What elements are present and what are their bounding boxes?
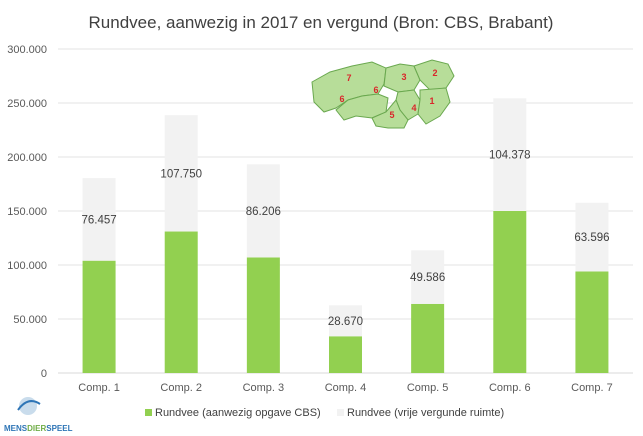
x-category-label: Comp. 2 <box>160 382 202 394</box>
map-label-6b: 6 <box>373 85 378 95</box>
bars <box>82 98 609 373</box>
x-category-label: Comp. 3 <box>243 382 285 394</box>
bar-present-3 <box>246 257 280 373</box>
data-label-4: 28.670 <box>328 316 363 328</box>
data-label-6: 104.378 <box>489 150 531 162</box>
map-label-5: 5 <box>389 110 394 120</box>
bar-permitted-5 <box>411 250 445 304</box>
x-category-label: Comp. 4 <box>325 382 367 394</box>
map-label-2: 2 <box>432 68 437 78</box>
map-region-3 <box>383 63 421 93</box>
brabant-map-inset: 7 6 6 3 2 4 1 5 <box>311 59 455 129</box>
bar-present-4 <box>329 336 362 373</box>
map-region-5 <box>371 99 409 129</box>
bar-present-1 <box>82 260 116 373</box>
x-category-label: Comp. 5 <box>407 382 449 394</box>
bar-permitted-2 <box>164 115 198 232</box>
legend-swatch-present <box>145 409 152 416</box>
data-label-5: 49.586 <box>410 272 445 284</box>
data-label-3: 86.206 <box>246 206 281 218</box>
bar-permitted-6 <box>493 98 527 211</box>
bar-present-7 <box>575 271 609 373</box>
data-label-2: 107.750 <box>160 168 202 180</box>
map-label-3: 3 <box>401 72 406 82</box>
bar-permitted-1 <box>82 178 116 261</box>
data-label-1: 76.457 <box>81 214 116 226</box>
logo-swoosh-icon <box>17 400 41 411</box>
map-region-2 <box>413 59 455 91</box>
legend: Rundvee (aanwezig opgave CBS) Rundvee (v… <box>145 407 504 419</box>
bar-permitted-4 <box>329 305 362 337</box>
map-label-4: 4 <box>411 103 416 113</box>
data-label-7: 63.596 <box>574 232 609 244</box>
y-tick-label: 150.000 <box>7 206 47 218</box>
y-tick-label: 250.000 <box>7 98 47 110</box>
legend-swatch-permitted <box>337 409 344 416</box>
y-tick-label: 300.000 <box>7 44 47 56</box>
map-label-1: 1 <box>429 96 434 106</box>
legend-label-present: Rundvee (aanwezig opgave CBS) <box>155 407 321 419</box>
map-label-6: 6 <box>339 94 344 104</box>
y-tick-label: 0 <box>41 368 47 380</box>
y-tick-label: 50.000 <box>13 314 47 326</box>
y-tick-label: 200.000 <box>7 152 47 164</box>
x-category-label: Comp. 6 <box>489 382 531 394</box>
x-axis-categories: Comp. 1 Comp. 2 Comp. 3 Comp. 4 Comp. 5 Comp.… <box>78 382 612 394</box>
logo-mensdierspeel: MENSDIERSPEEL <box>4 397 73 433</box>
chart-title: Rundvee, aanwezig in 2017 en vergund (Br… <box>89 13 554 32</box>
x-category-label: Comp. 7 <box>571 382 613 394</box>
logo-text: MENSDIERSPEEL <box>4 424 73 433</box>
y-tick-label: 100.000 <box>7 260 47 272</box>
bar-permitted-7 <box>575 202 609 272</box>
legend-label-permitted: Rundvee (vrije vergunde ruimte) <box>347 407 504 419</box>
map-label-7: 7 <box>346 73 351 83</box>
x-category-label: Comp. 1 <box>78 382 120 394</box>
bar-present-2 <box>164 231 198 373</box>
map-region-1 <box>417 87 451 125</box>
bar-permitted-3 <box>246 164 280 258</box>
data-labels: 76.457 107.750 86.206 28.670 49.586 104.378 63… <box>81 150 609 328</box>
bar-present-6 <box>493 211 527 373</box>
bar-present-5 <box>411 303 445 373</box>
y-axis-ticks: 0 50.000 100.000 150.000 200.000 250.000 300.0… <box>7 44 47 380</box>
